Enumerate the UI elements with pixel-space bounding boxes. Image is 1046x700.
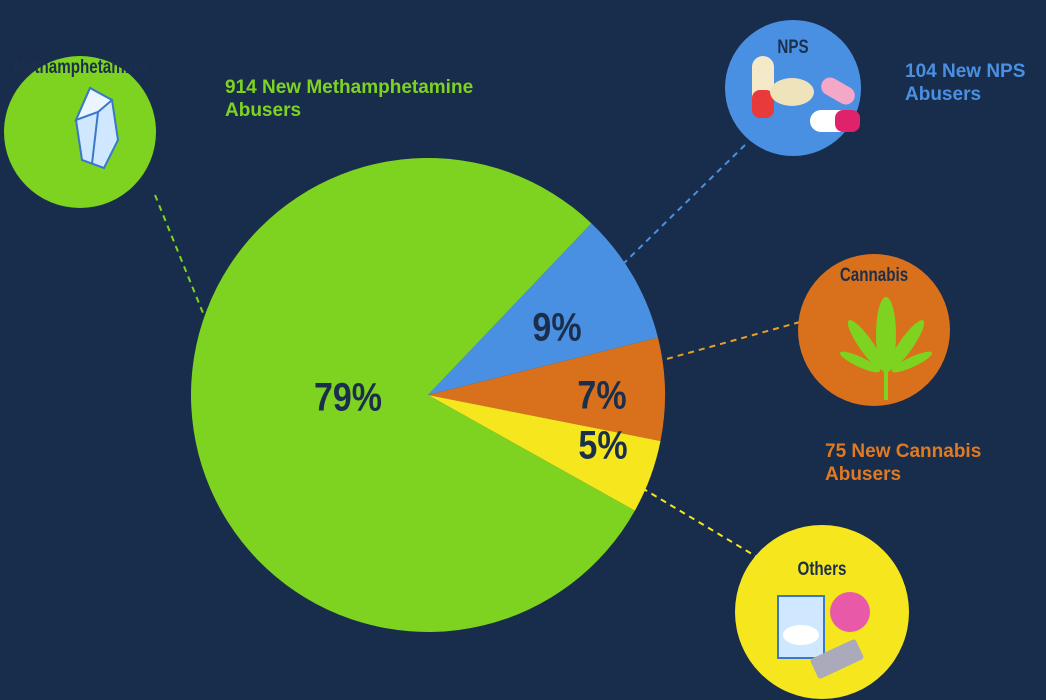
connector: [154, 194, 206, 319]
connectors: [154, 144, 801, 561]
connector: [641, 487, 763, 561]
slice: [190, 157, 635, 632]
category-bubble: [798, 254, 950, 406]
slice-label: 9%: [532, 304, 581, 349]
connector: [644, 321, 801, 366]
slice: [428, 223, 658, 395]
description: 75 New Cannabis Abusers: [825, 441, 982, 485]
slice-label: 5%: [578, 422, 627, 467]
category-title: Methamphetamine: [13, 55, 146, 77]
slice-label: 7%: [577, 372, 626, 417]
category-title: NPS: [777, 35, 808, 57]
description: 914 New Methamphetamine Abusers: [225, 77, 474, 121]
pie: 79% 9% 7% 5%: [190, 157, 665, 632]
pills-icon: [752, 56, 860, 132]
slice: [428, 395, 661, 511]
connector: [621, 144, 746, 266]
leaf-icon: [839, 297, 933, 400]
others-icon: [777, 592, 870, 679]
description: 104 New NPS Abusers: [905, 61, 1026, 105]
slice: [428, 337, 665, 442]
slice-label: 79%: [314, 374, 382, 419]
category-title: Others: [798, 557, 847, 579]
category-title: Cannabis: [840, 263, 908, 285]
crystal-icon: [74, 86, 120, 170]
